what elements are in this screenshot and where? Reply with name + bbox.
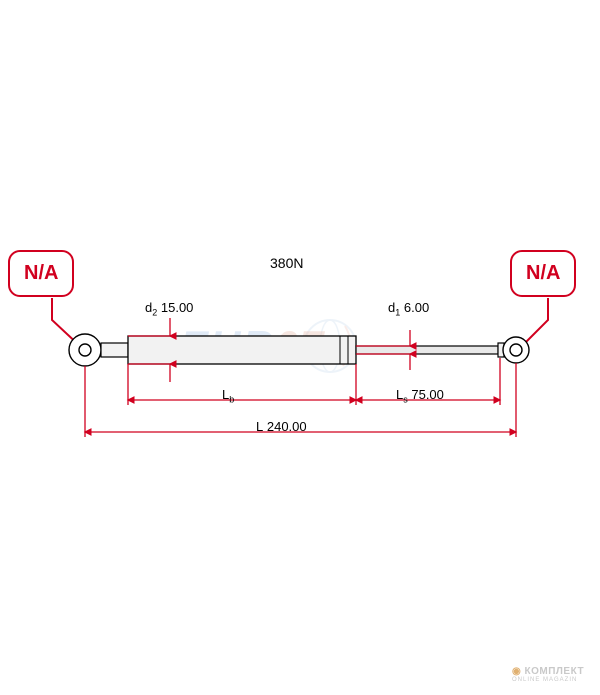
callout-right-box: N/A (510, 250, 576, 297)
dim-label-L: L 240.00 (256, 419, 307, 437)
dim-label-Ls: Ls 75.00 (396, 387, 444, 405)
force-label: 380N (270, 255, 303, 271)
strut-eye-right (503, 337, 529, 363)
footer-watermark: ◉ КОМПЛЕКТ ONLINE MAGAZIN (512, 666, 584, 683)
strut-eye-left (69, 334, 101, 366)
callout-left: N/A (8, 250, 74, 297)
callout-right: N/A (510, 250, 576, 297)
gas-strut-diagram (0, 0, 600, 695)
strut-body (128, 336, 356, 364)
callout-left-box: N/A (8, 250, 74, 297)
dim-label-d2: d2 15.00 (145, 300, 193, 318)
strut-rod (356, 346, 498, 354)
strut-neck-left (101, 343, 128, 357)
dim-label-d1: d1 6.00 (388, 300, 429, 318)
diagram-stage: EUR07 (0, 0, 600, 695)
dim-label-Lb: Lb (222, 387, 234, 405)
